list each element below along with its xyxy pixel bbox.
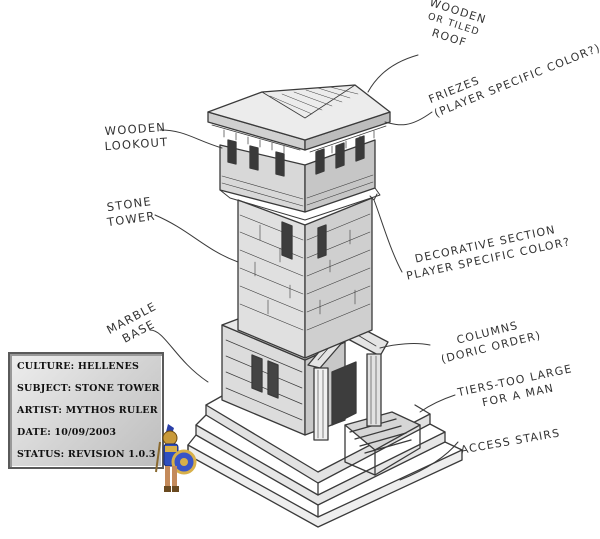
info-status: STATUS: REVISION 1.0.3 bbox=[17, 449, 156, 460]
wooden-lookout bbox=[219, 135, 381, 221]
stone-tower bbox=[237, 197, 373, 359]
info-culture: CULTURE: HELLENES bbox=[17, 361, 140, 372]
stairs-base bbox=[187, 395, 463, 528]
label-wooden-lookout: Wooden Lookout bbox=[103, 120, 169, 154]
hoplite-soldier-icon bbox=[155, 424, 197, 492]
info-artist: ARTIST: MYTHOS RULER bbox=[17, 405, 158, 416]
leader-lines bbox=[149, 54, 459, 481]
info-subject: SUBJECT: STONE TOWER bbox=[17, 383, 160, 394]
info-panel: CULTURE: HELLENES SUBJECT: STONE TOWER A… bbox=[8, 352, 164, 469]
info-date: DATE: 10/09/2003 bbox=[17, 427, 117, 438]
roof bbox=[207, 84, 391, 158]
